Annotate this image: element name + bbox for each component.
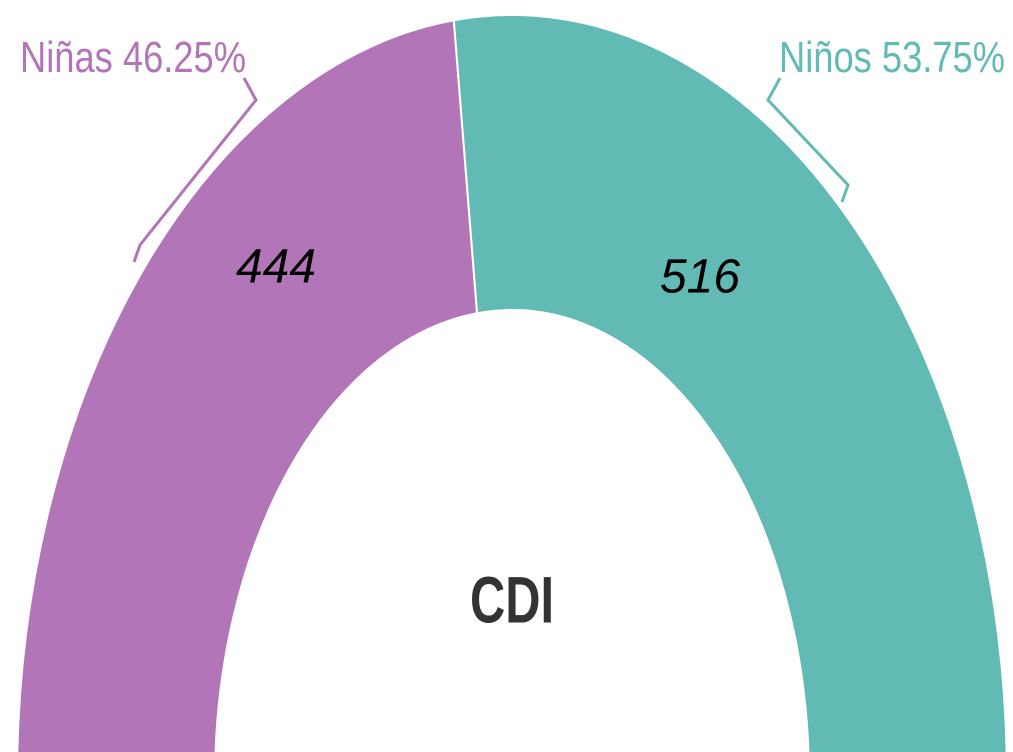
category-name: Niños [779,33,872,82]
leader-line [766,77,850,203]
donut-segment [16,19,479,752]
center-label: CDI [470,562,554,636]
percentage-label: 46.25% [123,33,246,82]
category-label: Niños 53.75% [779,33,1005,82]
category-name: Niñas [20,33,113,82]
donut-segment [452,14,1008,752]
value-label: 444 [236,241,316,294]
value-label: 516 [660,251,740,304]
category-label: Niñas 46.25% [20,33,246,82]
leader-line [132,77,258,263]
arcs [16,14,1008,752]
percentage-label: 53.75% [882,33,1005,82]
